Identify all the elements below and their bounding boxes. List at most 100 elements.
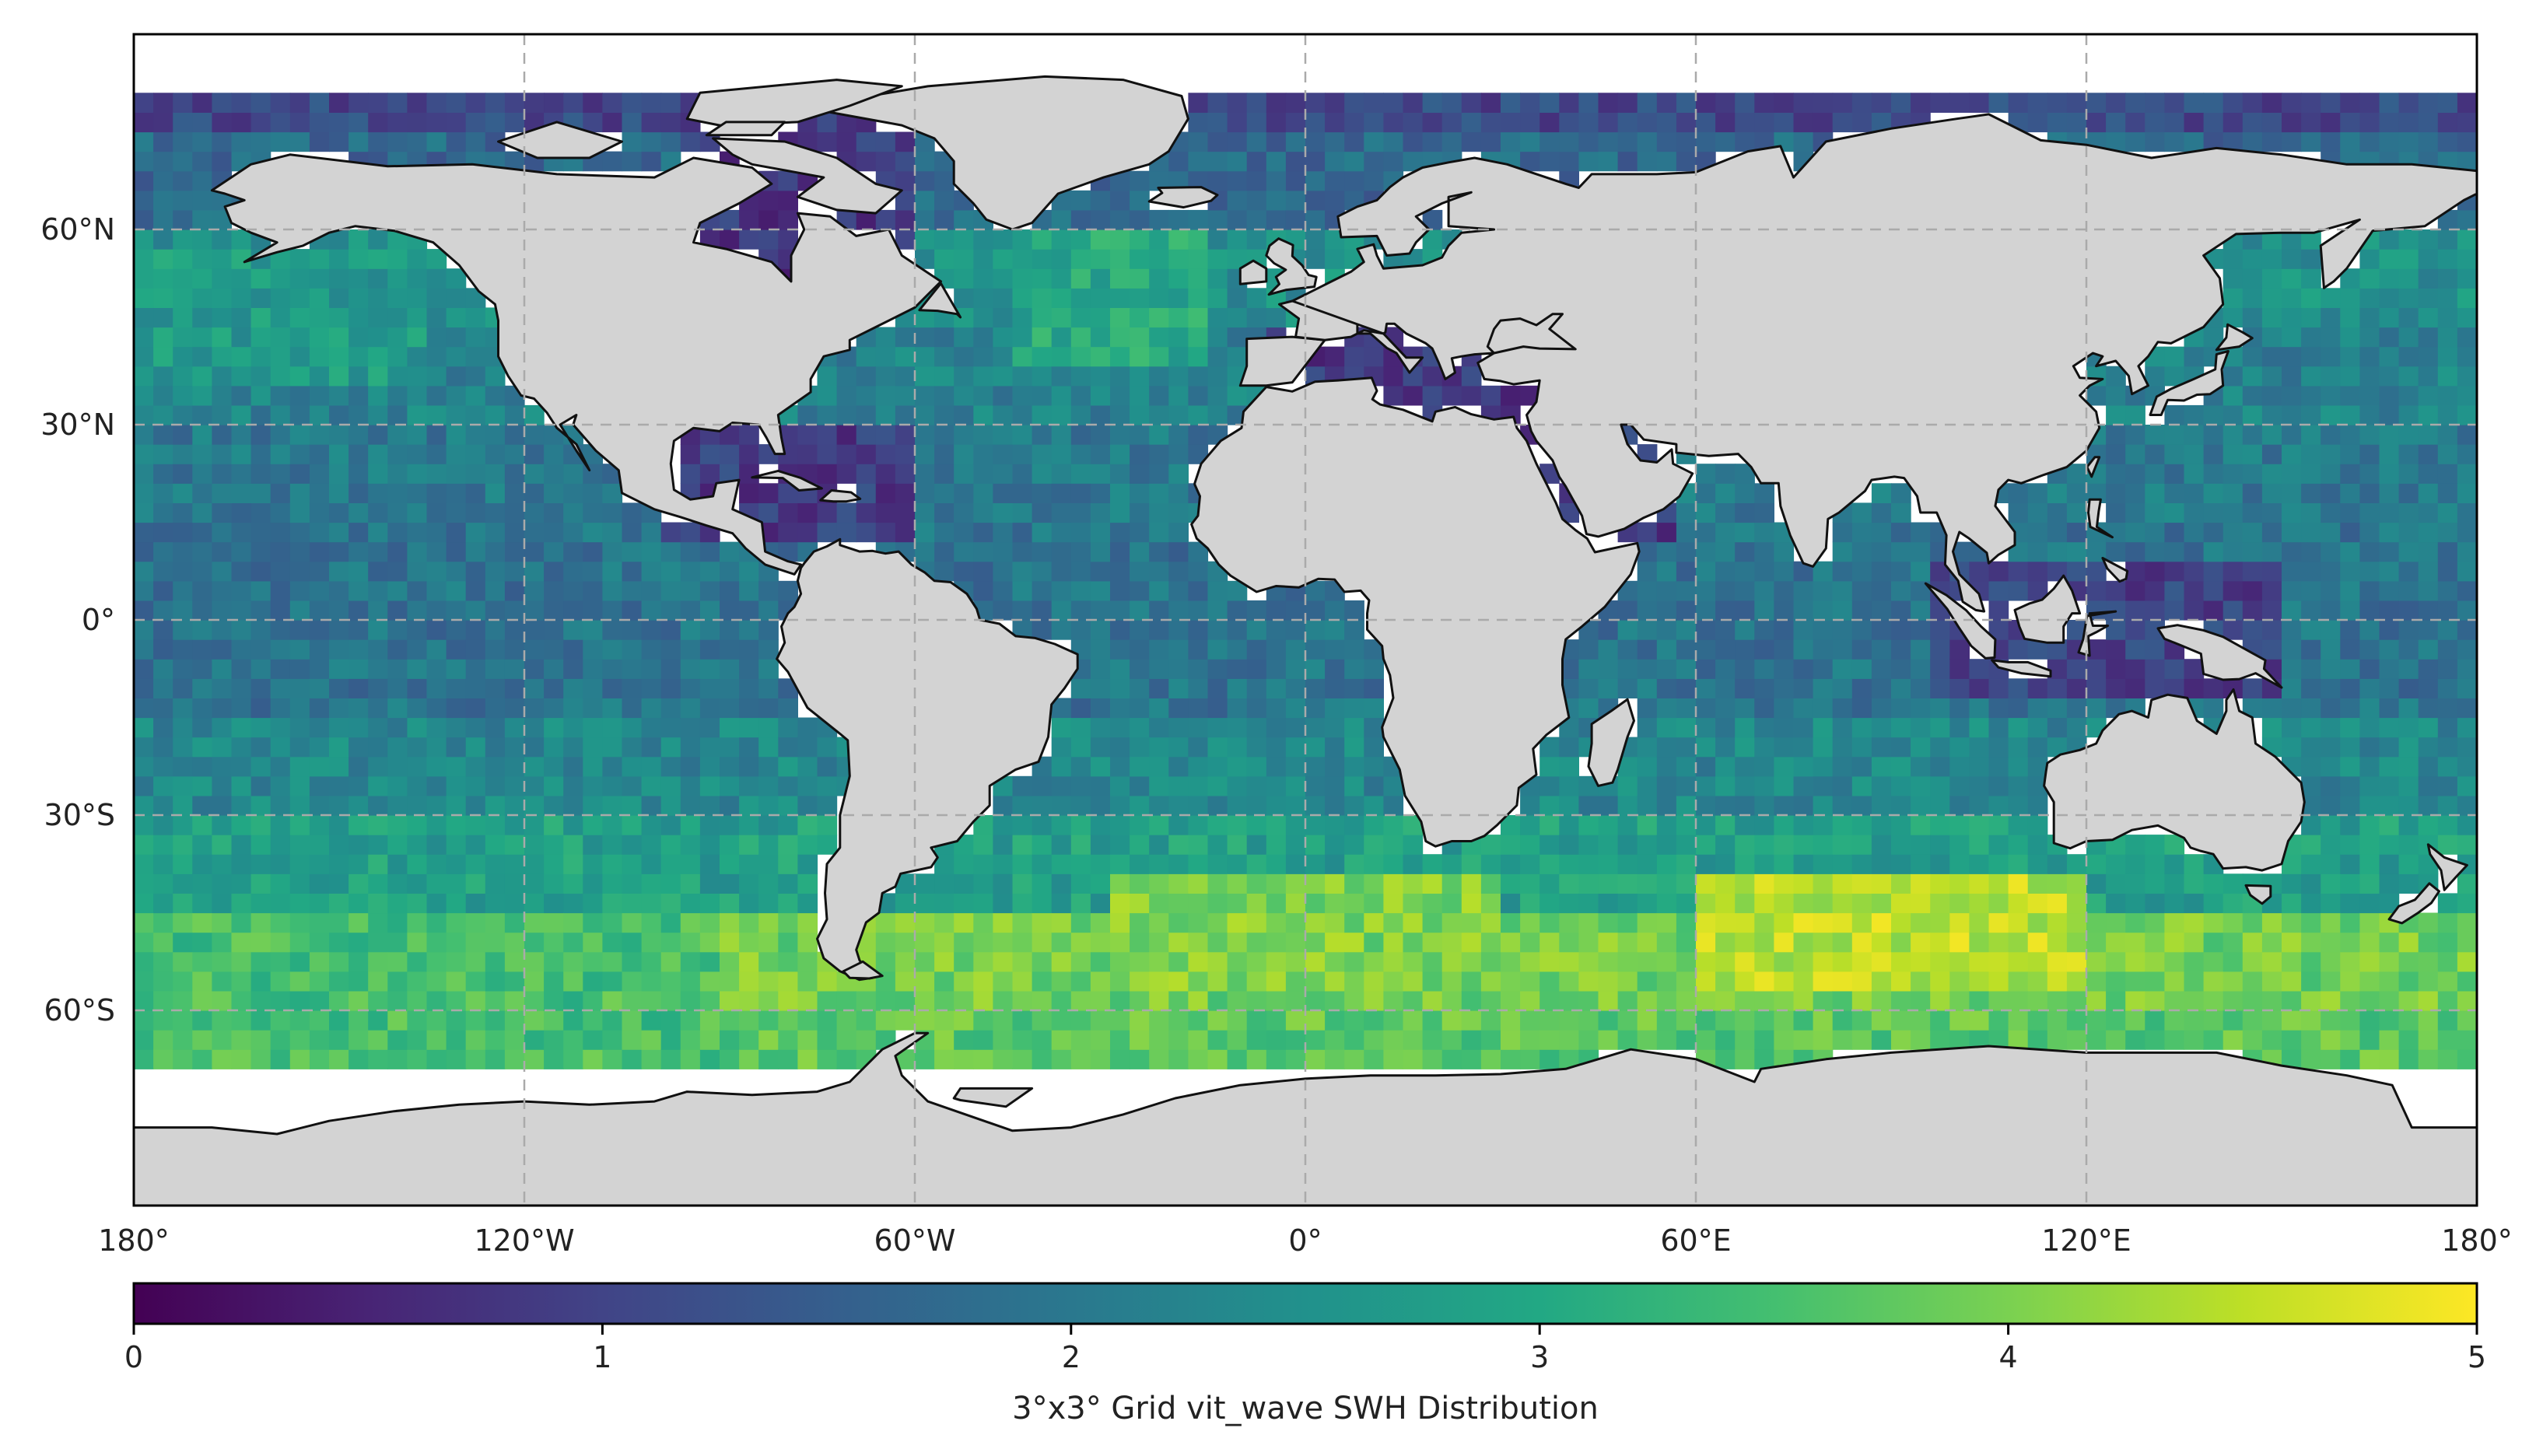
- swh-grid-cell: [2359, 1030, 2380, 1050]
- swh-grid-cell: [993, 873, 1014, 894]
- swh-grid-cell: [1871, 932, 1892, 953]
- swh-grid-cell: [1070, 288, 1091, 308]
- swh-grid-cell: [2437, 1049, 2458, 1069]
- swh-grid-cell: [641, 873, 662, 894]
- swh-grid-cell: [387, 835, 408, 855]
- swh-grid-cell: [134, 893, 154, 914]
- swh-grid-cell: [1168, 1049, 1189, 1069]
- swh-grid-cell: [2398, 366, 2419, 387]
- swh-grid-cell: [544, 483, 564, 503]
- swh-grid-cell: [1501, 971, 1521, 992]
- swh-grid-cell: [895, 404, 916, 425]
- swh-grid-cell: [1149, 268, 1169, 289]
- swh-grid-cell: [231, 131, 252, 152]
- swh-grid-cell: [1578, 990, 1599, 1011]
- swh-grid-cell: [368, 912, 388, 933]
- swh-grid-cell: [270, 131, 291, 152]
- swh-grid-cell: [1305, 209, 1326, 230]
- swh-grid-cell: [2379, 639, 2400, 660]
- swh-grid-cell: [2437, 483, 2458, 503]
- swh-grid-cell: [1637, 756, 1658, 777]
- swh-grid-cell: [1130, 737, 1150, 758]
- swh-grid-cell: [173, 639, 193, 660]
- swh-grid-cell: [739, 854, 759, 874]
- swh-grid-cell: [329, 678, 349, 698]
- swh-grid-cell: [2418, 561, 2439, 582]
- swh-grid-cell: [1480, 990, 1501, 1011]
- swh-grid-cell: [993, 835, 1014, 855]
- swh-grid-cell: [1676, 112, 1697, 133]
- swh-grid-cell: [1325, 815, 1345, 835]
- swh-grid-cell: [2398, 775, 2419, 796]
- swh-grid-cell: [1422, 131, 1443, 152]
- swh-grid-cell: [1598, 835, 1619, 855]
- swh-grid-cell: [1130, 327, 1150, 348]
- swh-grid-cell: [387, 971, 408, 992]
- swh-grid-cell: [1422, 912, 1443, 933]
- swh-grid-cell: [1696, 795, 1716, 816]
- swh-grid-cell: [504, 404, 525, 425]
- swh-grid-cell: [993, 268, 1014, 289]
- swh-grid-cell: [2242, 288, 2263, 308]
- swh-grid-cell: [1441, 854, 1462, 874]
- swh-grid-cell: [817, 366, 838, 387]
- swh-grid-cell: [2418, 1030, 2439, 1050]
- swh-grid-cell: [387, 268, 408, 289]
- swh-grid-cell: [660, 600, 681, 621]
- swh-grid-cell: [2223, 444, 2244, 464]
- swh-grid-cell: [134, 698, 154, 719]
- swh-grid-cell: [1012, 425, 1033, 445]
- swh-grid-cell: [368, 698, 388, 719]
- swh-grid-cell: [2008, 678, 2029, 698]
- swh-grid-cell: [2437, 561, 2458, 582]
- swh-grid-cell: [895, 327, 916, 348]
- swh-grid-cell: [1832, 990, 1853, 1011]
- swh-grid-cell: [1715, 678, 1736, 698]
- swh-grid-cell: [2437, 795, 2458, 816]
- swh-grid-cell: [173, 912, 193, 933]
- swh-grid-cell: [524, 620, 545, 640]
- swh-grid-cell: [2125, 659, 2145, 679]
- swh-grid-cell: [1930, 815, 1950, 835]
- swh-grid-cell: [2261, 112, 2282, 133]
- swh-grid-cell: [622, 659, 643, 679]
- swh-grid-cell: [504, 698, 525, 719]
- swh-grid-cell: [1735, 1010, 1755, 1031]
- swh-grid-cell: [504, 990, 525, 1011]
- swh-grid-cell: [1070, 990, 1091, 1011]
- swh-grid-cell: [583, 1010, 603, 1031]
- swh-grid-cell: [1559, 1010, 1579, 1031]
- swh-grid-cell: [2164, 464, 2185, 484]
- swh-grid-cell: [699, 893, 720, 914]
- swh-grid-cell: [1207, 971, 1228, 992]
- swh-grid-cell: [1090, 483, 1111, 503]
- swh-grid-cell: [212, 464, 233, 484]
- swh-grid-cell: [2282, 620, 2302, 640]
- swh-grid-cell: [1012, 580, 1033, 601]
- swh-grid-cell: [309, 795, 330, 816]
- swh-grid-cell: [173, 93, 193, 113]
- swh-grid-cell: [641, 1010, 662, 1031]
- swh-grid-cell: [1480, 1049, 1501, 1069]
- swh-grid-cell: [173, 990, 193, 1011]
- swh-grid-cell: [1090, 990, 1111, 1011]
- swh-grid-cell: [1403, 131, 1424, 152]
- swh-grid-cell: [856, 1030, 877, 1050]
- swh-grid-cell: [1539, 756, 1560, 777]
- swh-grid-cell: [660, 541, 681, 562]
- swh-grid-cell: [1188, 346, 1209, 367]
- swh-grid-cell: [1617, 815, 1638, 835]
- swh-grid-cell: [1501, 1049, 1521, 1069]
- swh-grid-cell: [349, 541, 369, 562]
- swh-grid-cell: [212, 1010, 233, 1031]
- swh-grid-cell: [2008, 893, 2029, 914]
- swh-grid-cell: [1325, 1049, 1345, 1069]
- swh-grid-cell: [1207, 951, 1228, 972]
- swh-grid-cell: [1130, 854, 1150, 874]
- swh-grid-cell: [270, 404, 291, 425]
- swh-grid-cell: [2066, 1010, 2087, 1031]
- latitude-ticks: 60°N30°N0°30°S60°S: [40, 212, 115, 1027]
- swh-grid-cell: [1227, 170, 1248, 191]
- swh-grid-cell: [2379, 561, 2400, 582]
- swh-grid-cell: [1090, 307, 1111, 328]
